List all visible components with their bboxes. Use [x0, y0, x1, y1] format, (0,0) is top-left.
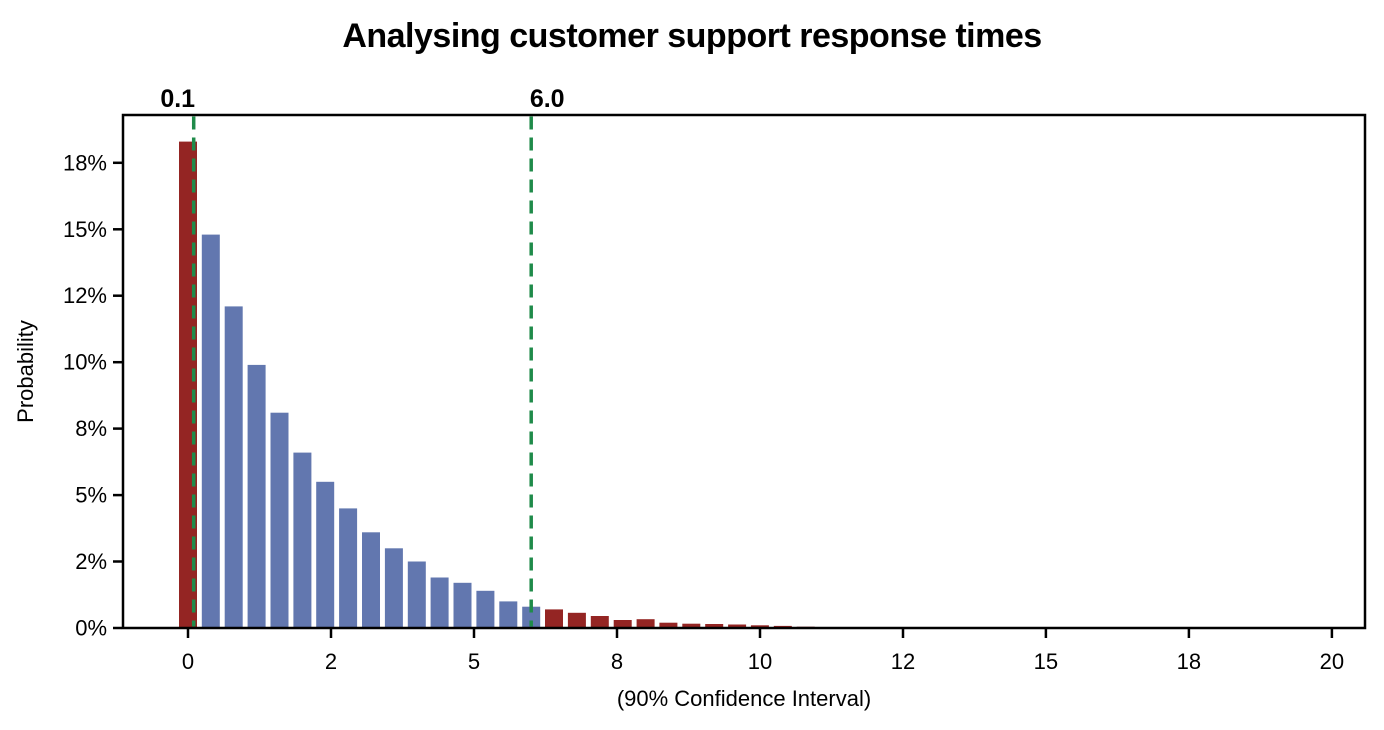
histogram-bar-outside-ci [590, 616, 609, 628]
x-tick-label: 8 [611, 649, 623, 674]
histogram-bar-outside-ci [750, 625, 769, 628]
x-tick-label: 15 [1034, 649, 1058, 674]
histogram-bar-inside-ci [430, 577, 449, 628]
histogram-bar-inside-ci [201, 234, 220, 628]
ci-lower-bound-label: 0.1 [160, 85, 195, 113]
chart-title: Analysing customer support response time… [342, 17, 1041, 55]
histogram-bar-inside-ci [476, 590, 495, 628]
y-tick-label: 10% [63, 350, 107, 375]
histogram-bar-outside-ci [636, 619, 655, 628]
histogram-bar-inside-ci [453, 582, 472, 628]
x-tick-label: 20 [1320, 649, 1344, 674]
histogram-bar-outside-ci [567, 612, 586, 628]
histogram-bar-inside-ci [293, 452, 312, 628]
histogram-bar-inside-ci [384, 548, 403, 628]
y-tick-label: 0% [75, 616, 107, 641]
y-tick-label: 2% [75, 549, 107, 574]
x-tick-label: 5 [468, 649, 480, 674]
histogram-bar-inside-ci [224, 306, 243, 628]
x-axis-ticks-group: 0 2 5 8 10 12 15 18 20 [182, 629, 1344, 674]
histogram-bar-outside-ci [705, 624, 724, 628]
histogram-bar-inside-ci [407, 561, 426, 628]
histogram-bar-outside-ci [613, 620, 632, 628]
histogram-bar-outside-ci [179, 141, 197, 628]
ci-upper-bound-label: 6.0 [530, 85, 565, 113]
histogram-bar-outside-ci [728, 624, 747, 628]
histogram-bar-outside-ci [659, 622, 678, 628]
histogram-bar-outside-ci [682, 623, 701, 628]
histogram-bar-inside-ci [247, 364, 266, 628]
histogram-bars-group [179, 141, 815, 628]
y-tick-label: 8% [75, 416, 107, 441]
histogram-bar-inside-ci [339, 508, 358, 628]
y-tick-label: 15% [63, 217, 107, 242]
y-tick-label: 12% [63, 283, 107, 308]
histogram-bar-inside-ci [499, 601, 518, 628]
histogram-bar-inside-ci [270, 412, 289, 628]
histogram-bar-outside-ci [545, 609, 563, 628]
x-tick-label: 10 [748, 649, 772, 674]
y-tick-label: 5% [75, 483, 107, 508]
x-tick-label: 0 [182, 649, 194, 674]
histogram-bar-inside-ci [316, 481, 335, 628]
histogram-bar-inside-ci [522, 606, 541, 628]
x-axis-label: (90% Confidence Interval) [617, 686, 871, 711]
y-axis-label: Probability [13, 320, 38, 423]
x-tick-label: 18 [1177, 649, 1201, 674]
y-tick-label: 18% [63, 150, 107, 175]
ci-lines-group [191, 116, 533, 627]
histogram-bar-inside-ci [362, 532, 380, 628]
x-tick-label: 2 [325, 649, 337, 674]
plot-border [121, 113, 1367, 630]
axes-group [121, 113, 1367, 630]
x-tick-label: 12 [891, 649, 915, 674]
y-axis-ticks-group: 0% 2% 5% 8% 10% 12% 15% 18% [63, 150, 122, 641]
